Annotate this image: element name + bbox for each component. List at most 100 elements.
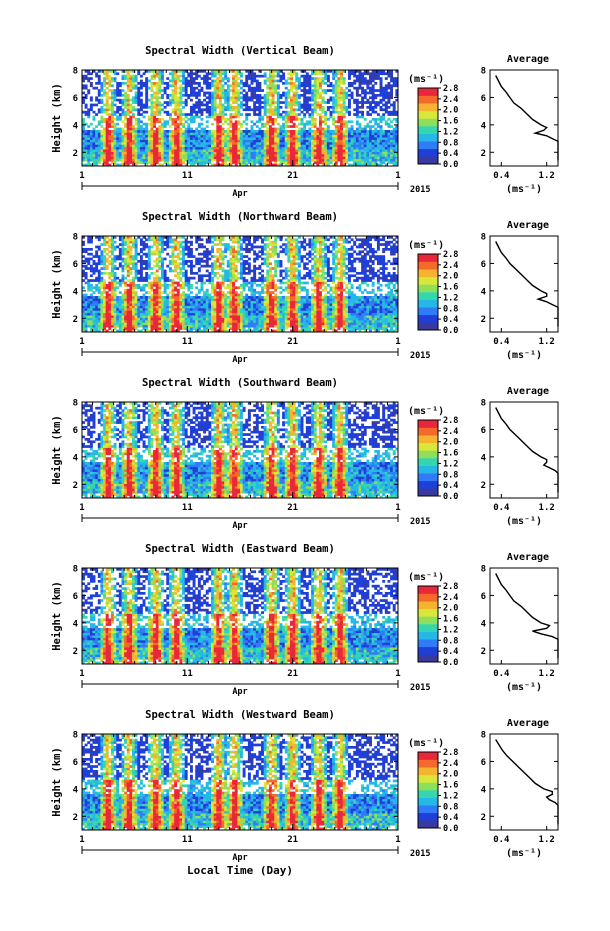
- heatmap-cell: [214, 101, 217, 104]
- heatmap-cell: [182, 159, 185, 162]
- heatmap-cell: [114, 140, 117, 143]
- heatmap-cell: [164, 140, 167, 143]
- heatmap-cell: [100, 94, 103, 97]
- heatmap-cell: [245, 144, 248, 147]
- heatmap-cell: [161, 104, 164, 107]
- heatmap-cell: [187, 96, 190, 99]
- heatmap-cell: [172, 118, 175, 121]
- heatmap-cell: [190, 72, 193, 75]
- heatmap-cell: [251, 89, 254, 92]
- heatmap-cell: [114, 89, 117, 92]
- heatmap-cell: [156, 156, 159, 159]
- heatmap-cell: [169, 135, 172, 138]
- heatmap-cell: [195, 132, 198, 135]
- heatmap-cell: [156, 142, 159, 145]
- heatmap-cell: [108, 120, 111, 123]
- heatmap-cell: [237, 113, 240, 116]
- heatmap-cell: [227, 118, 230, 121]
- heatmap-cell: [174, 132, 177, 135]
- heatmap-cell: [214, 72, 217, 75]
- heatmap-cell: [216, 82, 219, 85]
- heatmap-cell: [150, 120, 153, 123]
- heatmap-cell: [150, 123, 153, 126]
- heatmap-cell: [124, 152, 127, 155]
- heatmap-cell: [185, 135, 188, 138]
- heatmap-cell: [148, 142, 151, 145]
- heatmap-cell: [235, 77, 238, 80]
- heatmap-cell: [87, 159, 90, 162]
- heatmap-cell: [237, 154, 240, 157]
- heatmap-cell: [206, 130, 209, 133]
- heatmap-cell: [216, 152, 219, 155]
- heatmap-cell: [145, 87, 148, 90]
- heatmap-cell: [90, 142, 93, 145]
- heatmap-cell: [106, 77, 109, 80]
- heatmap-cell: [174, 89, 177, 92]
- heatmap-cell: [85, 144, 88, 147]
- heatmap-cell: [232, 106, 235, 109]
- heatmap-cell: [111, 140, 114, 143]
- heatmap-cell: [229, 120, 232, 123]
- heatmap-cell: [161, 142, 164, 145]
- heatmap-cell: [153, 149, 156, 152]
- heatmap-cell: [248, 77, 251, 80]
- heatmap-cell: [227, 123, 230, 126]
- heatmap-cell: [132, 128, 135, 131]
- heatmap-cell: [106, 137, 109, 140]
- heatmap-cell: [198, 142, 201, 145]
- heatmap-cell: [153, 147, 156, 150]
- heatmap-cell: [198, 152, 201, 155]
- heatmap-cell: [206, 120, 209, 123]
- heatmap-cell: [145, 82, 148, 85]
- heatmap-cell: [251, 149, 254, 152]
- heatmap-cell: [127, 149, 130, 152]
- heatmap-cell: [158, 120, 161, 123]
- heatmap-cell: [148, 80, 151, 83]
- heatmap-cell: [208, 87, 211, 90]
- heatmap-cell: [235, 87, 238, 90]
- heatmap-cell: [198, 75, 201, 78]
- heatmap-cell: [106, 94, 109, 97]
- heatmap-cell: [169, 118, 172, 121]
- heatmap-cell: [208, 94, 211, 97]
- heatmap-cell: [251, 152, 254, 155]
- heatmap-cell: [111, 149, 114, 152]
- heatmap-cell: [150, 144, 153, 147]
- heatmap-cell: [227, 108, 230, 111]
- heatmap-cell: [219, 149, 222, 152]
- heatmap-cell: [166, 156, 169, 159]
- heatmap-cell: [90, 152, 93, 155]
- heatmap-cell: [243, 132, 246, 135]
- heatmap-cell: [122, 152, 125, 155]
- heatmap-cell: [100, 140, 103, 143]
- heatmap-cell: [195, 144, 198, 147]
- heatmap-cell: [211, 137, 214, 140]
- heatmap-cell: [232, 89, 235, 92]
- heatmap-cell: [129, 89, 132, 92]
- heatmap-cell: [182, 87, 185, 90]
- heatmap-cell: [224, 142, 227, 145]
- heatmap-cell: [253, 152, 256, 155]
- heatmap-cell: [240, 104, 243, 107]
- heatmap-cell: [177, 144, 180, 147]
- heatmap-cell: [229, 132, 232, 135]
- heatmap-cell: [219, 120, 222, 123]
- heatmap-cell: [235, 108, 238, 111]
- heatmap-cell: [166, 147, 169, 150]
- heatmap-cell: [103, 142, 106, 145]
- heatmap-cell: [190, 142, 193, 145]
- heatmap-cell: [229, 84, 232, 87]
- heatmap-cell: [177, 113, 180, 116]
- heatmap-cell: [211, 72, 214, 75]
- heatmap-cell: [156, 99, 159, 102]
- heatmap-cell: [124, 149, 127, 152]
- heatmap-cell: [161, 128, 164, 131]
- heatmap-cell: [195, 96, 198, 99]
- heatmap-cell: [85, 159, 88, 162]
- heatmap-cell: [219, 89, 222, 92]
- heatmap-cell: [119, 113, 122, 116]
- heatmap-cell: [251, 92, 254, 95]
- heatmap-cell: [214, 80, 217, 83]
- heatmap-cell: [158, 154, 161, 157]
- heatmap-cell: [179, 156, 182, 159]
